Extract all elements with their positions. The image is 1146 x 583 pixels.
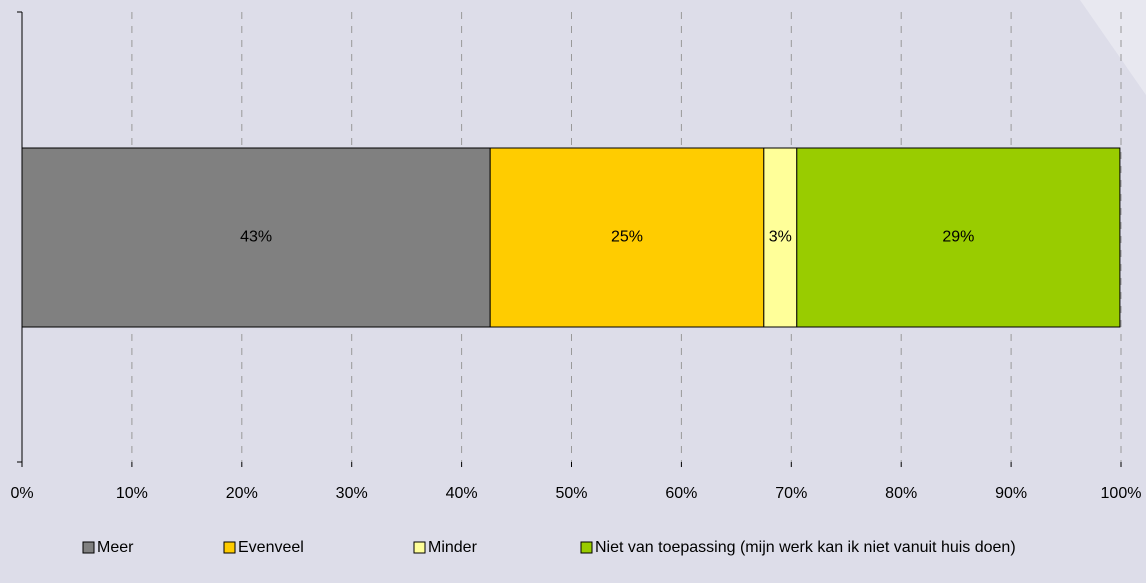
x-tick-label: 50% bbox=[555, 485, 587, 502]
legend-swatch bbox=[580, 541, 593, 554]
x-tick-label: 100% bbox=[1101, 485, 1142, 502]
data-label: 3% bbox=[769, 229, 792, 246]
x-tick-label: 70% bbox=[775, 485, 807, 502]
x-tick-label: 80% bbox=[885, 485, 917, 502]
legend-label: Evenveel bbox=[238, 539, 304, 556]
data-label: 29% bbox=[942, 229, 974, 246]
x-tick-label: 10% bbox=[116, 485, 148, 502]
x-tick-label: 0% bbox=[10, 485, 33, 502]
legend-label: Niet van toepassing (mijn werk kan ik ni… bbox=[595, 539, 1016, 556]
corner-decoration bbox=[1080, 0, 1146, 95]
bar-segment bbox=[21, 147, 491, 328]
legend-swatch bbox=[82, 541, 95, 554]
bar-segment bbox=[796, 147, 1121, 328]
x-tick-label: 90% bbox=[995, 485, 1027, 502]
legend-label: Meer bbox=[97, 539, 134, 556]
legend-label: Minder bbox=[428, 539, 478, 556]
x-tick-label: 30% bbox=[336, 485, 368, 502]
data-label: 25% bbox=[611, 229, 643, 246]
legend-swatch bbox=[413, 541, 426, 554]
legend-swatch bbox=[223, 541, 236, 554]
x-tick-label: 20% bbox=[226, 485, 258, 502]
bar-segment bbox=[489, 147, 765, 328]
data-label: 43% bbox=[240, 229, 272, 246]
x-tick-label: 60% bbox=[665, 485, 697, 502]
bar-segment bbox=[763, 147, 798, 328]
x-tick-label: 40% bbox=[446, 485, 478, 502]
